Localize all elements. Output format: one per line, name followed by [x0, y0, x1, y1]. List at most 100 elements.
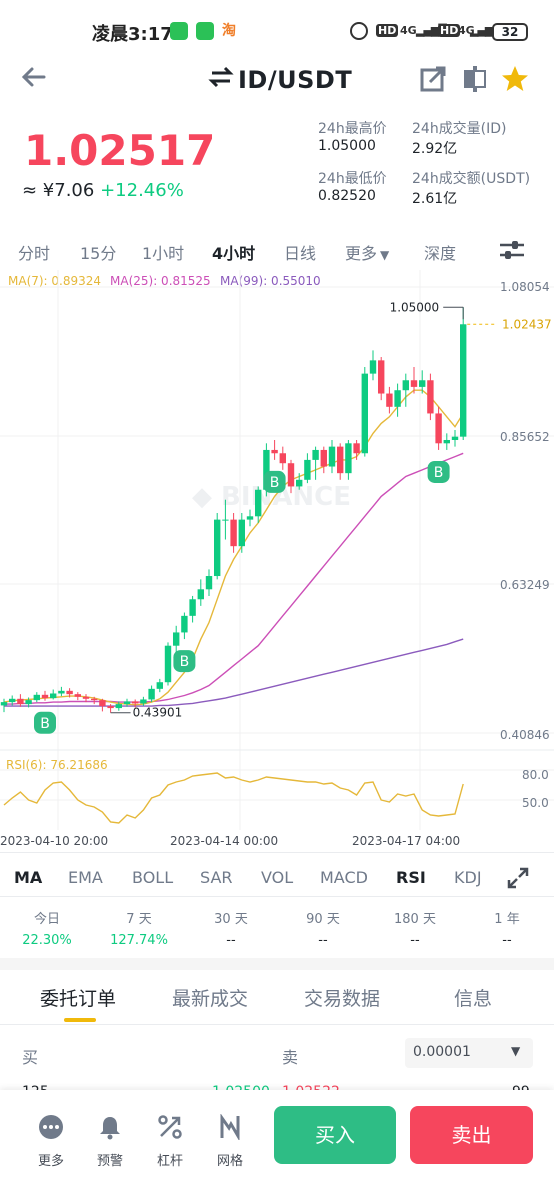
candle-body: [353, 443, 360, 454]
perf-value: --: [410, 933, 420, 948]
high-annotation: 1.05000: [390, 300, 440, 314]
tab-time-share[interactable]: 分时: [18, 244, 51, 263]
share-icon[interactable]: [418, 64, 448, 94]
leverage-icon: [158, 1115, 182, 1139]
candle-body: [361, 373, 368, 454]
pair-title[interactable]: ID/USDT: [238, 66, 353, 94]
price-cny: ≈ ¥7.06 +12.46%: [22, 180, 184, 201]
candle-body: [173, 632, 180, 646]
indicator-sar[interactable]: SAR: [200, 868, 233, 887]
tab-trading-data[interactable]: 交易数据: [304, 988, 381, 1010]
indicator-boll[interactable]: BOLL: [132, 868, 174, 887]
candle-body: [312, 449, 319, 460]
wechat-icon-2: [196, 22, 214, 40]
wechat-icon: [170, 22, 188, 40]
status-bar: 凌晨3:17 淘 HD 4G ▂▄▆█ HD 4G ▂▄▆ 32: [0, 0, 554, 62]
candle-body: [435, 413, 442, 444]
indicator-vol[interactable]: VOL: [261, 868, 294, 887]
precision-select[interactable]: 0.00001 ▼: [405, 1038, 533, 1068]
indicator-ema[interactable]: EMA: [68, 868, 103, 887]
candle-body: [427, 380, 434, 414]
tab-1h[interactable]: 1小时: [142, 244, 185, 263]
candle-body: [148, 688, 155, 700]
candle-body: [378, 360, 385, 394]
buy-marker: [263, 470, 286, 493]
candle-body: [337, 446, 344, 474]
sell-button[interactable]: 卖出: [410, 1106, 533, 1164]
tab-recent-trades[interactable]: 最新成交: [172, 988, 249, 1010]
perf-label: 1 年: [494, 912, 520, 927]
candle-body: [386, 393, 393, 407]
perf-value: --: [318, 933, 328, 948]
high-label: 24h最高价: [318, 121, 387, 137]
candle-body: [9, 698, 16, 703]
buy-button[interactable]: 买入: [274, 1106, 396, 1164]
candle-body: [91, 698, 98, 701]
section-divider: [0, 958, 554, 970]
candle-body: [238, 519, 245, 547]
amount-value: 2.61亿: [412, 191, 458, 207]
ma99-line: [4, 638, 464, 707]
back-arrow-icon[interactable]: [18, 62, 48, 92]
volume-value: 2.92亿: [412, 141, 458, 157]
candle-body: [0, 702, 8, 706]
tab-more[interactable]: 更多 ▼: [345, 240, 389, 264]
tab-4h[interactable]: 4小时: [212, 244, 256, 263]
star-icon[interactable]: [500, 64, 530, 94]
grid-button[interactable]: 网格: [210, 1113, 250, 1169]
indicator-macd[interactable]: MACD: [320, 868, 368, 887]
battery-icon: 32: [492, 23, 528, 41]
more-label: 更多: [37, 1154, 64, 1169]
buy-marker-label: B: [40, 716, 50, 732]
tab-depth[interactable]: 深度: [424, 244, 457, 263]
candle-body: [189, 599, 196, 616]
rsi-tick-50: 50.0: [522, 796, 549, 810]
leverage-button[interactable]: 杠杆: [150, 1114, 190, 1169]
indicator-rsi[interactable]: RSI: [396, 868, 426, 887]
bottom-action-bar: 更多 预警 杠杆 网格 买入 卖出: [0, 1090, 554, 1200]
candle-body: [41, 694, 49, 699]
candle-body: [419, 380, 426, 387]
settings-sliders-icon[interactable]: [498, 238, 526, 262]
candle-body: [345, 443, 352, 474]
layout-icon[interactable]: [460, 64, 490, 94]
low-annotation: 0.43901: [133, 706, 183, 720]
swap-icon[interactable]: [208, 64, 234, 90]
candle-body: [82, 696, 90, 699]
indicator-kdj[interactable]: KDJ: [454, 868, 482, 887]
tab-1d[interactable]: 日线: [284, 244, 317, 263]
perf-1y: 1 年 --: [467, 908, 547, 948]
tab-order-book[interactable]: 委托订单: [40, 988, 117, 1010]
low-value: 0.82520: [318, 188, 376, 204]
high-value: 1.05000: [318, 138, 376, 154]
perf-value: --: [226, 933, 236, 948]
active-tab-indicator: [64, 1018, 96, 1022]
candle-body: [369, 360, 377, 374]
net-4g-2: 4G: [458, 24, 475, 37]
y-tick-2: 0.85652: [500, 430, 550, 444]
fullscreen-icon[interactable]: [506, 866, 530, 890]
y-tick-1: 1.08054: [500, 280, 550, 294]
more-button[interactable]: 更多: [31, 1114, 71, 1169]
rsi-legend: RSI(6): 76.21686: [6, 758, 108, 772]
candle-body: [132, 701, 139, 704]
tab-info[interactable]: 信息: [454, 988, 493, 1010]
indicator-ma[interactable]: MA: [14, 868, 43, 887]
buy-marker-label: B: [434, 465, 444, 481]
candle-body: [58, 690, 65, 694]
candle-body: [164, 645, 172, 683]
tab-15m[interactable]: 15分: [80, 244, 117, 263]
rsi-tick-80: 80.0: [522, 768, 549, 782]
divider-line-2: [0, 896, 554, 897]
perf-180d: 180 天 --: [375, 908, 455, 948]
candle-body: [402, 380, 409, 391]
buy-column-label: 买: [22, 1048, 39, 1067]
perf-label: 7 天: [126, 912, 152, 927]
candle-body: [230, 519, 237, 547]
y-tick-3: 0.63249: [500, 578, 550, 592]
candle-body: [17, 698, 24, 705]
alert-button[interactable]: 预警: [90, 1114, 130, 1169]
candle-body: [25, 700, 32, 705]
perf-90d: 90 天 --: [283, 908, 363, 948]
